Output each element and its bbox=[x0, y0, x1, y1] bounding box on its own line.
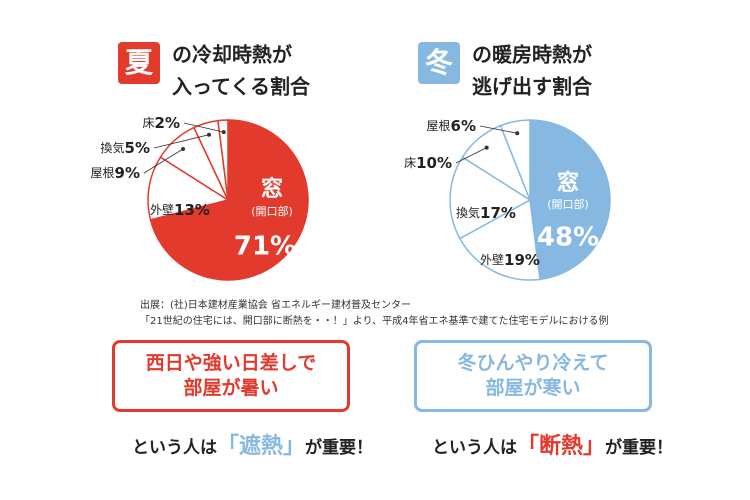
value-label: 5% bbox=[125, 139, 150, 157]
category-label: 床 bbox=[404, 156, 416, 170]
category-label: 屋根 bbox=[427, 119, 451, 133]
callout-line: 西日や強い日差しで bbox=[145, 352, 317, 374]
value-label: 48% bbox=[537, 223, 599, 253]
slice-label: 床10% bbox=[404, 154, 452, 172]
callout-box: 西日や強い日差しで 部屋が暑い bbox=[112, 340, 350, 412]
chart-title: 逃げ出す割合 bbox=[472, 75, 593, 99]
pie-slice bbox=[217, 119, 229, 201]
slice-label: 換気5% bbox=[101, 139, 150, 157]
slice-label: 屋根9% bbox=[91, 164, 140, 182]
pie-slice bbox=[147, 156, 230, 221]
footer-tail: が重要！ bbox=[305, 438, 374, 458]
leader-dot bbox=[207, 132, 212, 137]
source-line: 出展：(社)日本建材産業協会 省エネルギー建材普及センター bbox=[140, 300, 411, 311]
leader-line bbox=[455, 147, 487, 164]
category-label: 換気 bbox=[456, 205, 480, 220]
footer-lead: という人は bbox=[432, 438, 517, 458]
footer-lead: という人は bbox=[132, 438, 217, 458]
badge bbox=[418, 42, 460, 84]
value-label: 13% bbox=[174, 201, 210, 219]
value-label: 9% bbox=[115, 164, 140, 182]
callout-line: 部屋が寒い bbox=[485, 377, 581, 399]
callout-line: 部屋が暑い bbox=[183, 377, 279, 399]
pie-slice bbox=[499, 119, 531, 201]
slice-label: 換気17% bbox=[456, 204, 516, 222]
leader-dot bbox=[515, 131, 520, 136]
value-label: 10% bbox=[416, 154, 452, 172]
slice-label: 窓 bbox=[261, 176, 283, 202]
category-label: 床 bbox=[143, 116, 155, 130]
category-label: 換気 bbox=[101, 140, 125, 155]
value-label: 2% bbox=[155, 114, 180, 132]
category-label: 外壁 bbox=[480, 252, 504, 267]
leader-dot bbox=[221, 130, 226, 135]
callout-box: 冬ひんやり冷えて 部屋が寒い bbox=[414, 340, 652, 412]
value-label: 71% bbox=[234, 232, 296, 262]
callout-line: 冬ひんやり冷えて bbox=[457, 352, 609, 374]
charts: 夏の冷却時熱が入ってくる割合窓(開口部)71%外壁13%屋根9%換気5%床2%冬… bbox=[91, 42, 611, 281]
slice-label: 窓 bbox=[557, 170, 579, 196]
leader-line bbox=[479, 125, 518, 134]
slice-label: 外壁13% bbox=[150, 201, 210, 219]
category-label: 屋根 bbox=[91, 166, 115, 180]
leader-line bbox=[183, 122, 224, 133]
source-line: 「21世紀の住宅には、開口部に断熱を・・！」より、平成4年省エネ基準で建てた住宅… bbox=[140, 316, 609, 327]
slice-label: 外壁19% bbox=[480, 251, 540, 269]
chart-title: の暖房時熱が bbox=[472, 43, 592, 67]
footer: という人は「断熱」が重要！ bbox=[432, 428, 673, 460]
footer-keyword: 「断熱」 bbox=[517, 434, 606, 459]
slice-label: 屋根6% bbox=[427, 117, 476, 135]
footer-keyword: 「遮熱」 bbox=[217, 434, 306, 459]
chart-title: 入ってくる割合 bbox=[172, 75, 311, 99]
leader-dot bbox=[181, 146, 186, 151]
chart-title: の冷却時熱が bbox=[172, 43, 292, 67]
footer-tail: が重要！ bbox=[605, 438, 674, 458]
category-label: 外壁 bbox=[150, 202, 174, 217]
badge-text: 夏 bbox=[125, 46, 154, 79]
value-label: 6% bbox=[451, 117, 476, 135]
pie-slice bbox=[529, 119, 611, 281]
slice-sublabel: (開口部) bbox=[547, 197, 589, 211]
footer: という人は「遮熱」が重要！ bbox=[132, 428, 373, 460]
leader-dot bbox=[484, 145, 489, 150]
badge bbox=[118, 42, 160, 84]
badge-text: 冬 bbox=[425, 46, 453, 79]
value-label: 19% bbox=[504, 251, 540, 269]
pie-slice bbox=[458, 198, 541, 281]
leader-line bbox=[153, 134, 210, 149]
value-label: 17% bbox=[480, 204, 516, 222]
slice-sublabel: (開口部) bbox=[251, 204, 293, 218]
slice-label: 床2% bbox=[143, 114, 180, 132]
leader-line bbox=[143, 148, 184, 174]
